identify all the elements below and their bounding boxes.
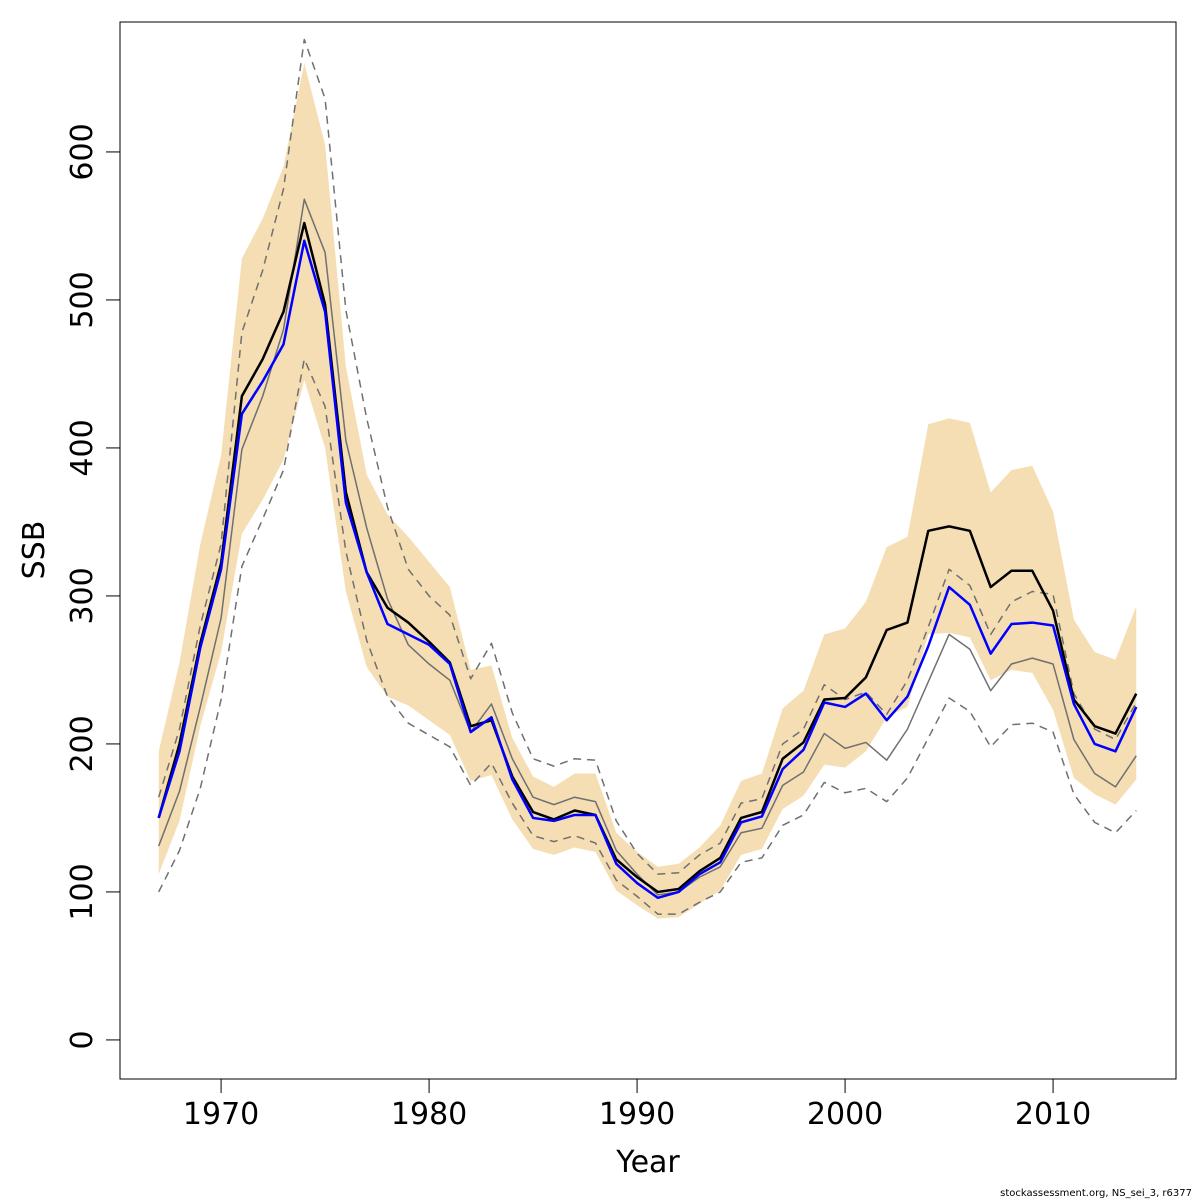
x-axis-label: Year <box>615 1145 680 1180</box>
series-line <box>157 38 1137 875</box>
x-tick-label: 1990 <box>599 1097 675 1132</box>
x-tick-label: 1970 <box>183 1097 259 1132</box>
y-tick-label: 300 <box>65 567 100 624</box>
y-tick-label: 600 <box>65 123 100 180</box>
y-tick-label: 200 <box>65 715 100 772</box>
x-tick-label: 2010 <box>1015 1097 1091 1132</box>
series-line <box>157 239 1138 900</box>
series-line <box>157 221 1138 894</box>
confidence-band <box>158 63 1137 919</box>
y-tick-label: 500 <box>65 271 100 328</box>
x-tick-label: 1980 <box>391 1097 467 1132</box>
y-axis-label: SSB <box>17 521 52 580</box>
y-tick-label: 100 <box>65 863 100 920</box>
y-tick-label: 400 <box>65 419 100 476</box>
footnote: stockassessment.org, NS_sei_3, r6377 <box>1000 1188 1192 1199</box>
x-tick-label: 2000 <box>807 1097 883 1132</box>
series-line <box>158 358 1137 915</box>
y-tick-label: 0 <box>65 1030 100 1049</box>
